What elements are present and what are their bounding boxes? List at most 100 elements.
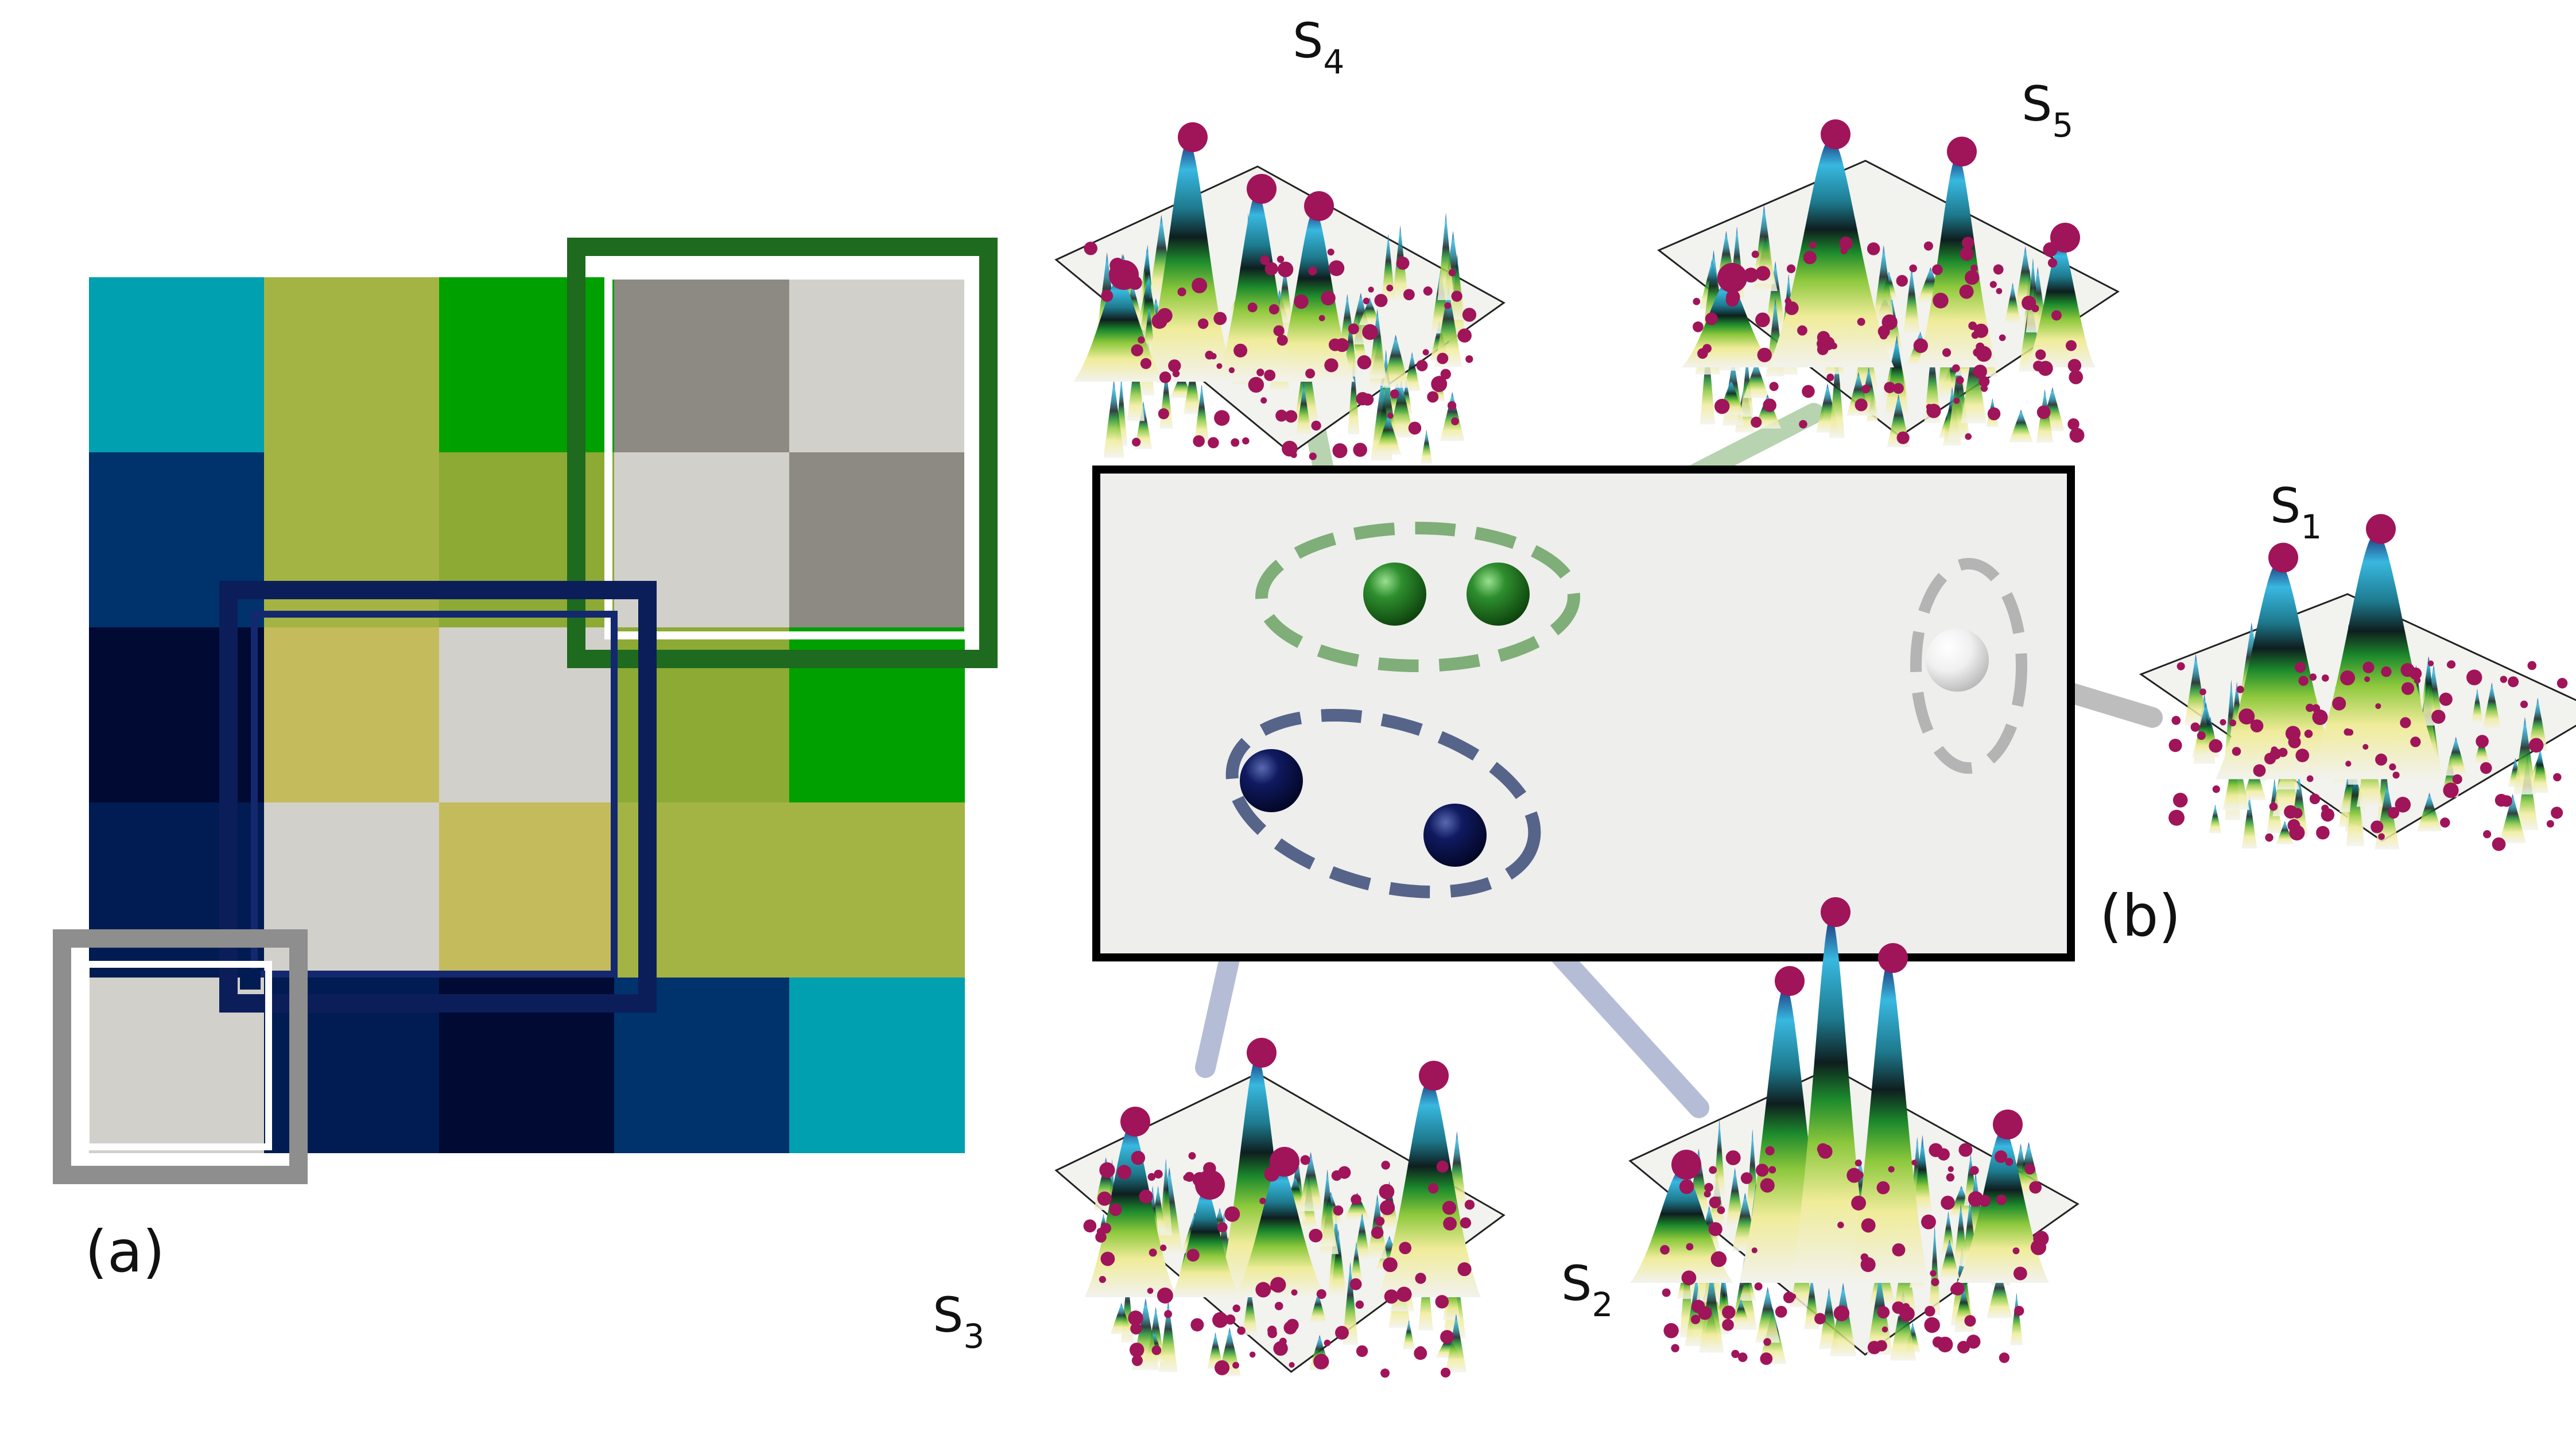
critical-point — [1957, 1341, 1970, 1353]
critical-point — [2229, 719, 2237, 727]
surface-spike — [1388, 380, 1414, 437]
critical-point — [1380, 1368, 1390, 1378]
critical-point — [2378, 833, 2385, 840]
critical-point — [1159, 371, 1171, 383]
critical-point — [1247, 302, 1258, 313]
critical-point — [2401, 682, 2415, 695]
embedding-points — [1240, 563, 1989, 867]
surface-spike — [2346, 762, 2365, 846]
critical-point — [2013, 1266, 2027, 1281]
critical-point — [1435, 1295, 1449, 1309]
critical-point — [1923, 241, 1933, 251]
critical-point — [1987, 407, 2001, 421]
critical-point — [2012, 1247, 2020, 1255]
critical-point — [1233, 343, 1248, 358]
critical-point — [1978, 376, 1990, 387]
surface-spike — [1382, 335, 1410, 388]
critical-point — [2065, 340, 2077, 351]
critical-point — [2271, 746, 2278, 753]
critical-point — [1335, 1325, 1349, 1340]
critical-point — [1959, 284, 1974, 299]
critical-point — [1422, 349, 1429, 356]
surface-spike — [1403, 1320, 1415, 1349]
critical-point — [1821, 336, 1835, 351]
grid-cell — [439, 277, 615, 453]
peak-marker — [1671, 1150, 1701, 1180]
critical-point — [1083, 1219, 1097, 1233]
critical-point — [1861, 385, 1871, 394]
critical-point — [2190, 722, 2200, 732]
critical-point — [1396, 257, 1410, 270]
critical-point — [2395, 797, 2411, 813]
critical-point — [1291, 1289, 1298, 1296]
critical-point — [2232, 747, 2241, 756]
surface-spike — [1445, 1314, 1467, 1372]
critical-point — [1216, 363, 1223, 369]
critical-point — [1937, 1336, 1953, 1352]
surface-spike — [1359, 297, 1381, 325]
critical-point — [2285, 726, 2301, 741]
peak-marker — [1120, 1107, 1150, 1137]
surface-spike — [2243, 761, 2267, 800]
embedding-box — [1092, 466, 2075, 961]
surface-peak — [1630, 1168, 1733, 1283]
peak-marker — [2268, 542, 2298, 573]
surface-spike — [1170, 372, 1193, 398]
critical-point — [1132, 437, 1141, 447]
critical-point — [1249, 1351, 1256, 1358]
critical-point — [1353, 443, 1367, 457]
peak-marker — [1419, 1061, 1449, 1091]
critical-point — [1273, 325, 1285, 336]
surface-spike — [2471, 688, 2483, 723]
critical-point — [1294, 294, 1309, 309]
critical-point — [1427, 1183, 1439, 1194]
critical-point — [1237, 1326, 1246, 1335]
critical-point — [1316, 1289, 1326, 1300]
critical-point — [1888, 1166, 1895, 1173]
critical-point — [1995, 1150, 2008, 1163]
surface-spike — [2528, 697, 2548, 751]
critical-point — [1996, 1194, 2007, 1205]
surface-spike — [2209, 804, 2222, 833]
gray-window-inner — [83, 961, 272, 1150]
critical-point — [2031, 304, 2039, 312]
critical-point — [1277, 255, 1285, 263]
critical-point — [2476, 735, 2489, 748]
critical-point — [1851, 1196, 1867, 1211]
critical-point — [2332, 696, 2346, 711]
critical-point — [2427, 660, 2434, 666]
critical-point — [1760, 1352, 1773, 1365]
critical-point — [2400, 663, 2415, 677]
surface-spike — [2026, 258, 2040, 333]
label-s2: S2 — [1561, 1255, 1613, 1324]
critical-point — [1168, 359, 1181, 373]
critical-point — [1396, 1286, 1412, 1302]
grid-cell — [789, 802, 965, 978]
critical-point — [1332, 443, 1348, 459]
critical-point — [1725, 264, 1735, 274]
critical-point — [2362, 744, 2369, 750]
critical-point — [1737, 1352, 1748, 1362]
critical-point — [1930, 1270, 1937, 1277]
critical-point — [1289, 1362, 1295, 1368]
critical-point — [1283, 1321, 1297, 1335]
navy-window-inner — [251, 611, 618, 978]
surface-spike — [1298, 1151, 1323, 1212]
critical-point — [1348, 323, 1359, 335]
critical-point — [2067, 418, 2080, 430]
critical-point — [1884, 382, 1896, 393]
critical-point — [1856, 1171, 1864, 1179]
critical-point — [1164, 1310, 1173, 1318]
critical-point — [1277, 335, 1288, 346]
critical-point — [1084, 242, 1097, 255]
critical-point — [2452, 774, 2462, 785]
surface-spike — [1829, 348, 1845, 439]
critical-point — [1755, 312, 1770, 328]
clusters — [1225, 522, 2027, 898]
critical-point — [1273, 1341, 1288, 1356]
critical-point — [1157, 1287, 1173, 1304]
critical-point — [2038, 360, 2053, 376]
critical-point — [1911, 1159, 1918, 1166]
critical-point — [1259, 1197, 1266, 1204]
critical-point — [2410, 736, 2421, 747]
